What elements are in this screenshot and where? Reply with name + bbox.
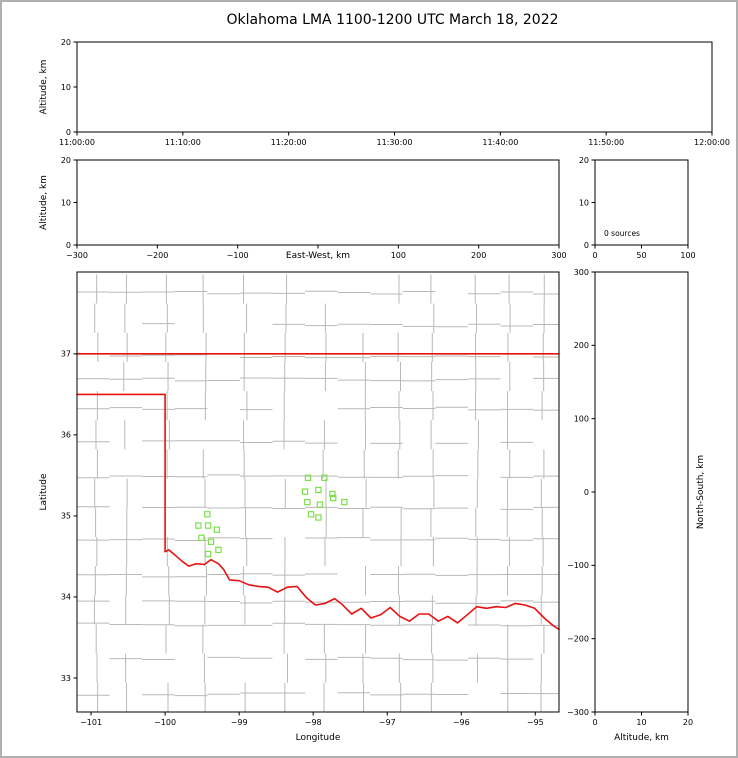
ns-panel-xlabel: Altitude, km	[614, 733, 669, 743]
svg-text:−100: −100	[154, 718, 176, 727]
svg-text:300: 300	[574, 268, 589, 277]
svg-text:20: 20	[61, 156, 71, 165]
svg-text:36: 36	[61, 431, 71, 440]
svg-text:0: 0	[66, 128, 71, 137]
svg-text:−300: −300	[66, 251, 88, 260]
svg-text:−200: −200	[567, 634, 589, 643]
svg-text:37: 37	[61, 350, 71, 359]
svg-text:−200: −200	[146, 251, 168, 260]
svg-text:10: 10	[636, 718, 646, 727]
svg-text:100: 100	[680, 251, 695, 260]
axes-frame	[594, 159, 689, 246]
svg-text:−300: −300	[567, 708, 589, 717]
svg-text:100: 100	[574, 414, 589, 423]
svg-text:20: 20	[61, 38, 71, 47]
northsouth-altitude-panel: 0 10 20 −300 −200 −100 0 100 200 300 Altitude, km N…	[567, 268, 706, 743]
ns-panel-ylabel: North-South, km	[696, 455, 706, 529]
svg-text:11:20:00: 11:20:00	[271, 138, 307, 147]
svg-text:0: 0	[66, 241, 71, 250]
svg-text:20: 20	[683, 718, 693, 727]
svg-text:33: 33	[61, 674, 71, 683]
svg-text:10: 10	[61, 83, 71, 92]
ew-panel-ylabel: Altitude, km	[39, 175, 49, 230]
svg-text:−100: −100	[567, 561, 589, 570]
svg-text:300: 300	[551, 251, 566, 260]
map-xlabel: Longitude	[296, 733, 341, 743]
svg-text:50: 50	[636, 251, 646, 260]
svg-text:11:10:00: 11:10:00	[165, 138, 201, 147]
svg-text:200: 200	[471, 251, 486, 260]
svg-text:35: 35	[61, 512, 71, 521]
axes-frame	[594, 271, 689, 713]
svg-text:−97: −97	[379, 718, 396, 727]
svg-text:10: 10	[579, 198, 589, 207]
svg-text:0: 0	[584, 488, 589, 497]
svg-text:10: 10	[61, 198, 71, 207]
svg-text:11:50:00: 11:50:00	[588, 138, 624, 147]
svg-text:200: 200	[574, 341, 589, 350]
svg-text:11:40:00: 11:40:00	[482, 138, 518, 147]
figure-title: Oklahoma LMA 1100-1200 UTC March 18, 202…	[226, 12, 559, 28]
svg-text:12:00:00: 12:00:00	[694, 138, 730, 147]
svg-text:−101: −101	[80, 718, 102, 727]
time-altitude-panel: 11:00:00 11:10:00 11:20:00 11:30:00 11:40:00…	[39, 38, 730, 147]
svg-text:−98: −98	[305, 718, 322, 727]
map-ylabel: Latitude	[39, 473, 49, 511]
svg-text:34: 34	[61, 593, 71, 602]
county-lines	[77, 274, 559, 712]
svg-text:11:30:00: 11:30:00	[377, 138, 413, 147]
axes-frame	[76, 271, 560, 713]
plan-view-panel: −101 −100 −99 −98 −97 −96 −95 33 34 35 36 37 Longitu…	[39, 271, 560, 743]
state-border	[76, 353, 560, 631]
source-count-panel: 0 50 100 0 10 20 0 sources	[579, 156, 696, 260]
svg-text:−100: −100	[227, 251, 249, 260]
svg-text:−99: −99	[231, 718, 248, 727]
svg-text:20: 20	[579, 156, 589, 165]
svg-text:100: 100	[391, 251, 406, 260]
svg-text:0: 0	[592, 718, 597, 727]
svg-text:−96: −96	[453, 718, 470, 727]
time-panel-ylabel: Altitude, km	[39, 60, 49, 115]
ew-panel-xlabel: East-West, km	[286, 251, 350, 261]
source-count-annotation: 0 sources	[604, 229, 640, 238]
svg-text:0: 0	[584, 241, 589, 250]
svg-text:0: 0	[592, 251, 597, 260]
axes-frame	[76, 41, 713, 133]
svg-text:−95: −95	[527, 718, 544, 727]
eastwest-altitude-panel: −300 −200 −100 100 200 300 0 10 20 East-West, km A…	[39, 156, 567, 261]
axes-frame	[76, 159, 560, 246]
svg-text:11:00:00: 11:00:00	[59, 138, 95, 147]
lma-sources	[195, 474, 348, 558]
